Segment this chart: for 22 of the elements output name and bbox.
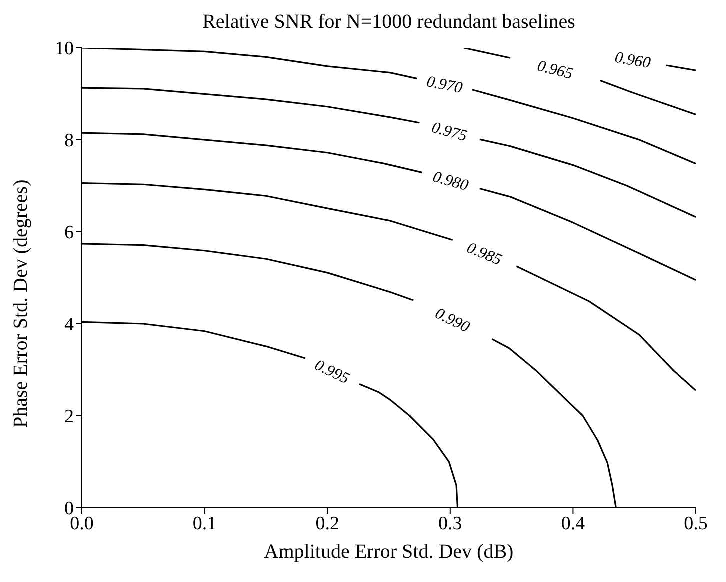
text: 0.970 xyxy=(425,74,464,98)
text: 0.965 xyxy=(536,58,575,84)
x-tick-label: 0.2 xyxy=(316,513,340,534)
x-axis-title: Amplitude Error Std. Dev (dB) xyxy=(264,541,514,563)
text: 0.995 xyxy=(312,356,352,388)
text: 0.960 xyxy=(614,49,652,72)
y-tick-label: 10 xyxy=(55,38,74,60)
y-tick-label: 6 xyxy=(64,222,74,244)
y-tick-label: 8 xyxy=(64,130,74,152)
text: 0.980 xyxy=(431,168,470,195)
text: 0.985 xyxy=(464,240,504,270)
x-tick-label: 0.0 xyxy=(70,513,94,534)
x-tick-label: 0.5 xyxy=(684,513,708,534)
text: 0.975 xyxy=(430,119,470,146)
y-tick-label: 4 xyxy=(64,314,74,336)
x-tick-label: 0.1 xyxy=(192,513,217,534)
x-tick-label: 0.3 xyxy=(438,513,462,534)
text: 0.990 xyxy=(432,305,472,336)
x-tick-label: 0.4 xyxy=(561,513,586,534)
y-tick-label: 2 xyxy=(64,406,74,428)
chart-title: Relative SNR for N=1000 redundant baselines xyxy=(202,10,576,35)
y-axis-title: Phase Error Std. Dev (degrees) xyxy=(10,180,32,428)
